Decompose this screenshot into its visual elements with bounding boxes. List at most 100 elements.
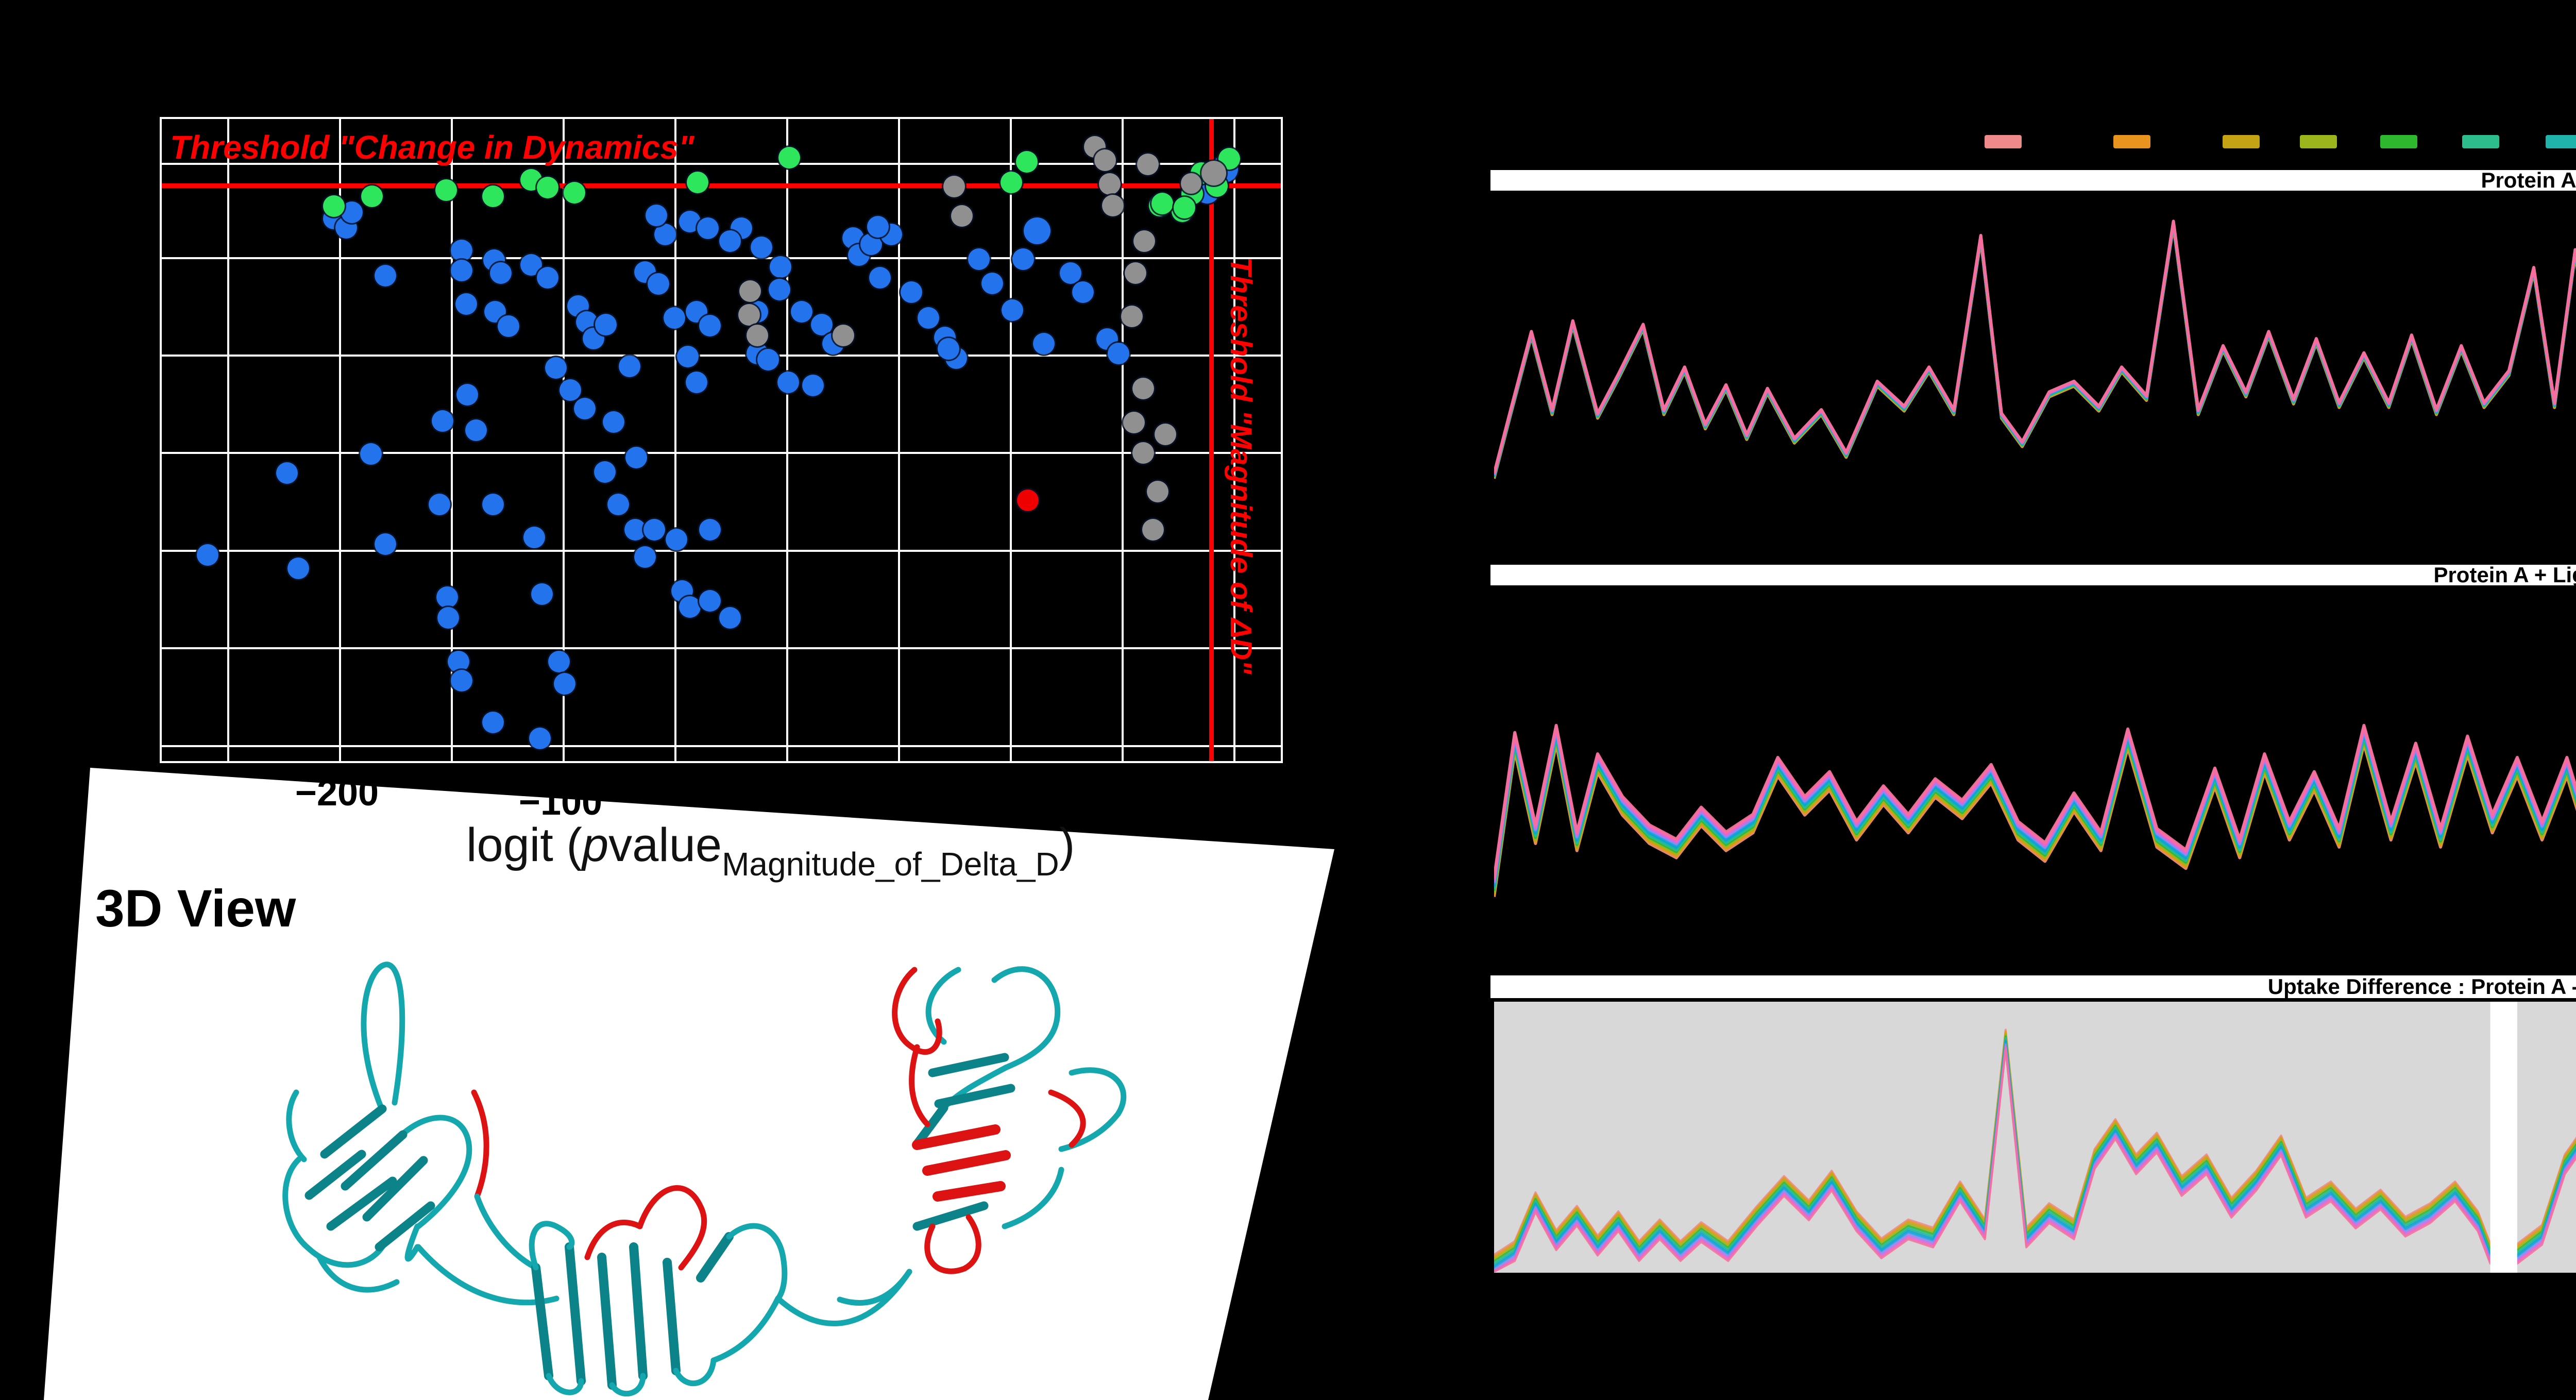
chart-title-band-protein-a-ligand: Protein A + Ligand bbox=[1490, 563, 2576, 587]
protein-structure[interactable] bbox=[247, 938, 1175, 1400]
scatter-point-blue bbox=[981, 272, 1003, 294]
threshold-line-horizontal bbox=[162, 183, 1281, 188]
scatter-point-blue bbox=[697, 217, 719, 239]
scatter-point-blue bbox=[917, 307, 939, 329]
legend-swatch-2[interactable] bbox=[2113, 135, 2150, 148]
scatter-point-blue bbox=[603, 411, 625, 433]
scatter-point-blue bbox=[482, 712, 504, 734]
uptake-difference-chart[interactable] bbox=[1494, 1002, 2576, 1273]
scatter-point-gray bbox=[1123, 412, 1145, 434]
scatter-point-green bbox=[1015, 151, 1038, 173]
chart-title-uptake-difference: Uptake Difference : Protein A - (Protein… bbox=[2267, 974, 2576, 999]
gridline-vertical bbox=[1010, 119, 1012, 761]
scatter-point-gray bbox=[1137, 154, 1159, 176]
scatter-point-blue bbox=[595, 313, 617, 335]
gridline-horizontal bbox=[162, 647, 1281, 649]
gridline-horizontal bbox=[162, 550, 1281, 552]
scatter-point-gray bbox=[1094, 149, 1116, 171]
chart-title-band-uptake-difference: Uptake Difference : Protein A - (Protein… bbox=[1490, 974, 2576, 999]
uptake-trace-13 bbox=[1494, 220, 2576, 474]
scatter-point-blue bbox=[436, 586, 458, 609]
scatter-point-blue bbox=[375, 265, 397, 287]
scatter-point-blue bbox=[1012, 248, 1035, 270]
scatter-point-blue bbox=[679, 596, 701, 618]
scatter-point-green bbox=[687, 172, 709, 194]
scatter-point-blue bbox=[432, 410, 454, 432]
scatter-point-blue bbox=[699, 589, 721, 612]
scatter-point-blue bbox=[451, 670, 473, 692]
scatter-point-blue bbox=[553, 673, 575, 695]
gridline-vertical bbox=[339, 119, 341, 761]
scatter-point-green bbox=[564, 182, 586, 204]
scatter-point-blue bbox=[699, 315, 721, 337]
scatter-point-green bbox=[323, 195, 345, 217]
scatter-point-blue bbox=[1108, 342, 1130, 364]
gridline-vertical bbox=[674, 119, 676, 761]
scatter-point-blue bbox=[699, 519, 721, 541]
x-tick--200: −200 bbox=[295, 772, 379, 814]
scatter-point-blue bbox=[634, 546, 656, 568]
scatter-point-blue bbox=[594, 461, 616, 483]
scatter-point-blue bbox=[768, 279, 790, 301]
legend-swatch-4[interactable] bbox=[2300, 135, 2337, 148]
scatter-point-blue bbox=[654, 224, 676, 246]
gridline-vertical bbox=[1122, 119, 1124, 761]
scatter-point-blue bbox=[455, 293, 477, 315]
scatter-point-blue bbox=[867, 216, 889, 238]
uptake-trace-1 bbox=[1494, 224, 2576, 479]
line-chart-surface bbox=[1494, 723, 2576, 897]
uptake-chart-protein-a-ligand[interactable] bbox=[1494, 585, 2576, 941]
scatter-point-blue bbox=[676, 346, 699, 368]
legend-swatch-6[interactable] bbox=[2462, 135, 2499, 148]
scatter-point-gray bbox=[1121, 305, 1143, 327]
legend-swatch-3[interactable] bbox=[2223, 135, 2260, 148]
scatter-point-blue bbox=[545, 357, 567, 379]
scatter-point-blue bbox=[791, 300, 813, 323]
legend-swatch-5[interactable] bbox=[2380, 135, 2417, 148]
scatter-point-gray bbox=[1132, 442, 1154, 464]
gridline-horizontal bbox=[162, 355, 1281, 357]
uptake-trace-5 bbox=[1494, 736, 2576, 891]
scatter-point-blue bbox=[548, 650, 570, 672]
scatter-point-green bbox=[361, 185, 383, 207]
scatter-point-blue bbox=[937, 338, 959, 360]
scatter-point-gray bbox=[1132, 378, 1154, 400]
scatter-point-blue bbox=[666, 529, 688, 551]
panel-surface bbox=[44, 768, 1334, 1400]
scatter-point-blue bbox=[757, 349, 779, 371]
scatter-point-blue bbox=[456, 383, 478, 406]
scatter-point-gray bbox=[943, 175, 965, 197]
gridline-vertical bbox=[563, 119, 565, 761]
legend-swatch-7[interactable] bbox=[2546, 135, 2576, 148]
x-axis-title: logit (pvalueMagnitude_of_Delta_D) bbox=[466, 819, 1075, 883]
scatter-point-blue bbox=[1001, 299, 1023, 322]
gridline-horizontal bbox=[162, 163, 1281, 165]
gridline-vertical bbox=[451, 119, 453, 761]
chart-title-protein-a-ligand: Protein A + Ligand bbox=[2433, 563, 2576, 587]
scatter-point-blue bbox=[751, 237, 773, 259]
scatter-point-blue bbox=[574, 397, 596, 419]
scatter-point-gray bbox=[1102, 195, 1124, 217]
gridline-vertical bbox=[227, 119, 229, 761]
scatter-point-gray bbox=[1201, 160, 1226, 185]
chart-title-protein-a: Protein A bbox=[2481, 168, 2576, 192]
volcano-plot[interactable]: Threshold "Change in Dynamics" Threshold… bbox=[160, 117, 1283, 763]
threshold-change-in-dynamics-label: Threshold "Change in Dynamics" bbox=[170, 129, 694, 166]
legend-swatch-1[interactable] bbox=[1985, 135, 2022, 148]
scatter-point-blue bbox=[646, 204, 668, 226]
scatter-point-blue bbox=[686, 371, 708, 393]
scatter-point-blue bbox=[537, 266, 559, 289]
scatter-point-blue bbox=[451, 240, 473, 262]
scatter-point-blue bbox=[1032, 333, 1055, 355]
scatter-point-blue bbox=[777, 371, 800, 393]
scatter-point-green bbox=[482, 185, 504, 207]
threshold-line-vertical bbox=[1209, 119, 1214, 761]
scatter-point-blue bbox=[428, 493, 450, 515]
gridline-horizontal bbox=[162, 745, 1281, 747]
uptake-trace-7 bbox=[1494, 733, 2576, 888]
scatter-point-green bbox=[537, 177, 559, 199]
scatter-point-blue bbox=[624, 519, 646, 541]
uptake-chart-protein-a[interactable] bbox=[1494, 192, 2576, 547]
